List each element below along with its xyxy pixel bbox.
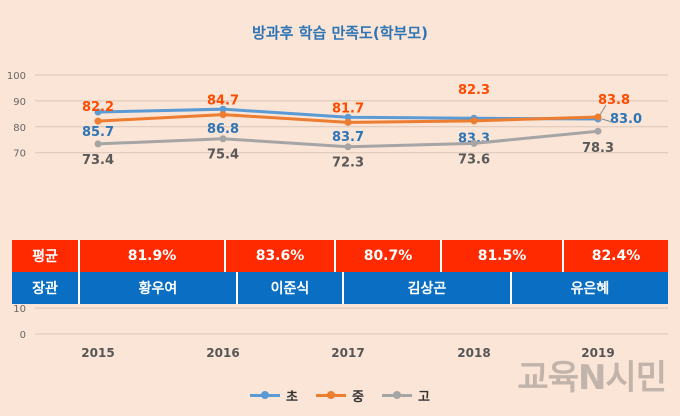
minister-row-label: 장관 bbox=[32, 281, 58, 297]
data-point bbox=[219, 135, 227, 143]
data-label: 81.7 bbox=[332, 101, 364, 116]
legend-label: 고 bbox=[417, 390, 430, 405]
label-leader-line bbox=[599, 104, 607, 116]
data-point bbox=[94, 140, 102, 148]
legend-swatch-icon bbox=[250, 391, 281, 399]
minister-name-2: 이준식 bbox=[236, 272, 342, 304]
legend-swatch-icon bbox=[381, 391, 412, 399]
data-label: 78.3 bbox=[582, 141, 614, 156]
minister-name-4: 유은혜 bbox=[510, 272, 668, 304]
data-point bbox=[344, 143, 352, 151]
y-tick-label: 80 bbox=[13, 123, 26, 134]
data-label: 82.3 bbox=[458, 83, 490, 98]
data-label: 83.0 bbox=[610, 112, 642, 127]
y-tick-label: 0 bbox=[20, 330, 26, 341]
average-value-2017: 80.7% bbox=[334, 240, 440, 272]
minister-row: 장관 황우여 이준식 김상곤 유은혜 bbox=[12, 272, 668, 304]
legend-item-elementary: 초 bbox=[250, 386, 298, 405]
average-value-2018: 81.5% bbox=[440, 240, 562, 272]
data-label: 73.6 bbox=[458, 152, 490, 167]
chart-title: 방과후 학습 만족도(학부모) bbox=[252, 24, 428, 42]
data-point bbox=[594, 127, 602, 135]
legend-item-middle: 중 bbox=[316, 386, 364, 405]
minister-name-3: 김상곤 bbox=[342, 272, 510, 304]
legend-label: 초 bbox=[286, 390, 299, 405]
y-tick-label: 90 bbox=[13, 97, 26, 108]
y-tick-label: 100 bbox=[7, 71, 26, 82]
x-tick-label: 2017 bbox=[331, 346, 364, 360]
data-point bbox=[219, 111, 227, 119]
x-tick-label: 2019 bbox=[581, 346, 614, 360]
data-label: 83.8 bbox=[598, 93, 630, 108]
data-label: 75.4 bbox=[207, 148, 239, 163]
average-value-2016: 83.6% bbox=[224, 240, 334, 272]
data-label: 84.7 bbox=[207, 94, 239, 109]
y-tick-label: 10 bbox=[13, 304, 26, 315]
data-label: 85.7 bbox=[82, 125, 114, 140]
data-label: 83.7 bbox=[332, 130, 364, 145]
minister-name-1: 황우여 bbox=[78, 272, 236, 304]
data-label: 72.3 bbox=[332, 156, 364, 171]
x-tick-label: 2018 bbox=[457, 346, 490, 360]
x-tick-label: 2016 bbox=[206, 346, 239, 360]
average-row: 평균 81.9% 83.6% 80.7% 81.5% 82.4% bbox=[12, 240, 668, 272]
data-point bbox=[344, 118, 352, 126]
x-tick-label: 2015 bbox=[81, 346, 114, 360]
watermark-logo: 교육N시민 bbox=[517, 358, 667, 398]
y-tick-label: 70 bbox=[13, 149, 26, 160]
data-point bbox=[470, 139, 478, 147]
average-value-2019: 82.4% bbox=[562, 240, 668, 272]
legend-swatch-icon bbox=[316, 391, 347, 399]
data-point bbox=[470, 117, 478, 125]
data-label: 86.8 bbox=[207, 122, 239, 137]
data-point bbox=[94, 108, 102, 116]
legend-item-high: 고 bbox=[381, 386, 430, 405]
data-label: 73.4 bbox=[82, 153, 114, 168]
data-point bbox=[344, 113, 352, 121]
chart-legend: 초 중 고 bbox=[0, 386, 680, 405]
data-point bbox=[219, 105, 227, 113]
average-row-label: 평균 bbox=[32, 249, 58, 265]
average-value-2015: 81.9% bbox=[78, 240, 224, 272]
data-point bbox=[94, 117, 102, 125]
data-point bbox=[594, 113, 602, 121]
data-label: 82.2 bbox=[82, 100, 114, 115]
label-leader-line bbox=[601, 118, 613, 123]
legend-label: 중 bbox=[352, 390, 364, 405]
